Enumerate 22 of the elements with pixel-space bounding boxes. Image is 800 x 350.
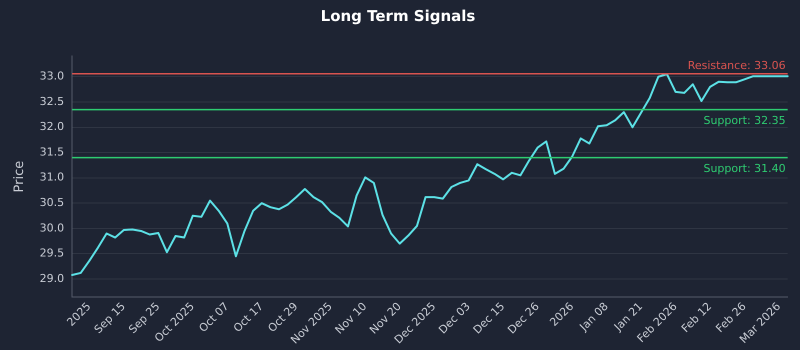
x-tick-label: Sep 15 [92,300,128,336]
y-axis-title: Price [12,160,28,192]
ref-line-label: Support: 31.40 [703,162,786,176]
ref-line-label: Support: 32.35 [703,114,786,127]
x-tick-label: Dec 15 [470,300,508,336]
chart-title: Long Term Signals [320,6,476,25]
x-tick-label: Oct 17 [230,300,266,335]
y-tick-label: 30.5 [40,196,64,210]
y-tick-label: 29.0 [40,272,64,285]
x-tick-label: Dec 03 [436,300,473,336]
y-tick-label: 32.5 [40,94,64,108]
ref-line-label: Resistance: 33.06 [688,59,786,72]
y-tick-label: 30.0 [40,221,64,234]
x-tick-label: Feb 12 [678,300,714,336]
x-tick-label: Dec 26 [505,300,542,336]
y-tick-label: 31.0 [40,170,64,184]
y-tick-label: 31.5 [40,145,64,158]
y-tick-label: 32.0 [40,120,64,134]
x-tick-label: Jan 08 [576,300,611,334]
y-tick-label: 29.5 [40,246,64,260]
y-tick-label: 33.0 [40,70,64,83]
x-tick-label: Oct 07 [196,300,232,335]
